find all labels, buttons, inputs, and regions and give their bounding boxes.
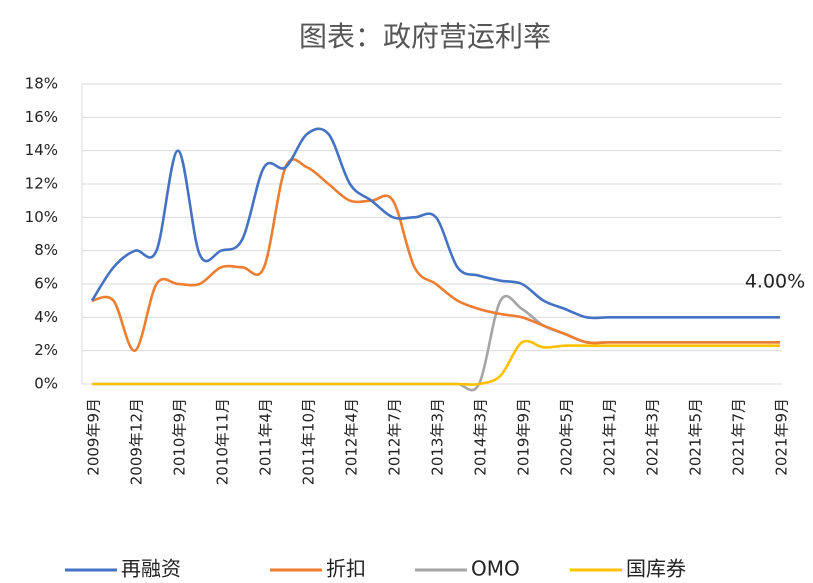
chart-title: 图表：政府营运利率 <box>299 20 551 53</box>
y-tick-label: 18% <box>25 75 58 93</box>
x-tick-label: 2011年4月 <box>257 398 275 476</box>
x-tick-label: 2010年9月 <box>171 398 189 476</box>
x-tick-label: 2013年3月 <box>429 398 447 476</box>
legend-label: 再融资 <box>121 557 181 581</box>
x-tick-label: 2014年3月 <box>472 398 490 476</box>
y-tick-label: 0% <box>34 375 58 393</box>
x-tick-label: 2020年5月 <box>558 398 576 476</box>
legend-label: 国库券 <box>626 557 686 581</box>
series-line <box>90 127 780 320</box>
series-line <box>91 339 780 386</box>
legend-label: 折扣 <box>326 557 366 581</box>
annotation: 4.00% <box>745 271 805 293</box>
x-tick-label: 2012年4月 <box>343 398 361 476</box>
x-tick-label: 2010年11月 <box>214 398 232 485</box>
x-tick-label: 2009年12月 <box>128 398 146 485</box>
x-tick-label: 2021年7月 <box>730 398 748 476</box>
x-tick-label: 2021年9月 <box>773 398 791 476</box>
x-tick-label: 2021年1月 <box>601 398 619 476</box>
legend-label: OMO <box>471 557 520 581</box>
x-tick-label: 2019年9月 <box>515 398 533 476</box>
series-line <box>91 158 780 352</box>
y-tick-label: 12% <box>25 175 58 193</box>
x-tick-label: 2021年3月 <box>644 398 662 476</box>
x-tick-label: 2011年10月 <box>300 398 318 485</box>
y-tick-label: 8% <box>34 241 58 259</box>
x-tick-label: 2009年9月 <box>85 398 103 476</box>
y-tick-label: 10% <box>25 208 58 226</box>
y-tick-label: 16% <box>25 108 58 126</box>
x-tick-label: 2012年7月 <box>386 398 404 476</box>
y-tick-label: 2% <box>34 341 58 359</box>
x-tick-label: 2021年5月 <box>687 398 705 476</box>
y-tick-label: 6% <box>34 275 58 293</box>
y-tick-label: 14% <box>25 141 58 159</box>
y-tick-label: 4% <box>34 308 58 326</box>
